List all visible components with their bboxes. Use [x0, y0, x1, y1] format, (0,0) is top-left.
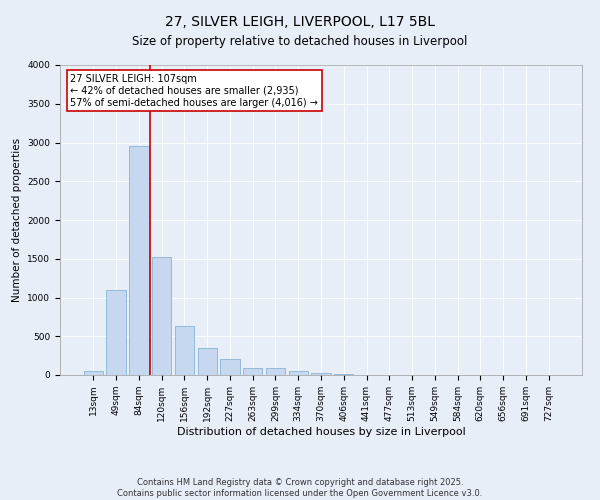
Bar	[220, 358, 239, 375]
Bar	[129, 146, 149, 375]
Text: 27 SILVER LEIGH: 107sqm
← 42% of detached houses are smaller (2,935)
57% of semi: 27 SILVER LEIGH: 107sqm ← 42% of detache…	[70, 74, 319, 108]
Bar	[197, 348, 217, 375]
X-axis label: Distribution of detached houses by size in Liverpool: Distribution of detached houses by size …	[176, 426, 466, 436]
Bar	[243, 368, 262, 375]
Bar	[106, 290, 126, 375]
Y-axis label: Number of detached properties: Number of detached properties	[12, 138, 22, 302]
Bar	[175, 326, 194, 375]
Bar	[289, 370, 308, 375]
Bar	[84, 371, 103, 375]
Bar	[334, 374, 353, 375]
Bar	[266, 368, 285, 375]
Text: Contains HM Land Registry data © Crown copyright and database right 2025.
Contai: Contains HM Land Registry data © Crown c…	[118, 478, 482, 498]
Bar	[311, 372, 331, 375]
Text: 27, SILVER LEIGH, LIVERPOOL, L17 5BL: 27, SILVER LEIGH, LIVERPOOL, L17 5BL	[165, 15, 435, 29]
Bar	[152, 257, 172, 375]
Text: Size of property relative to detached houses in Liverpool: Size of property relative to detached ho…	[133, 35, 467, 48]
